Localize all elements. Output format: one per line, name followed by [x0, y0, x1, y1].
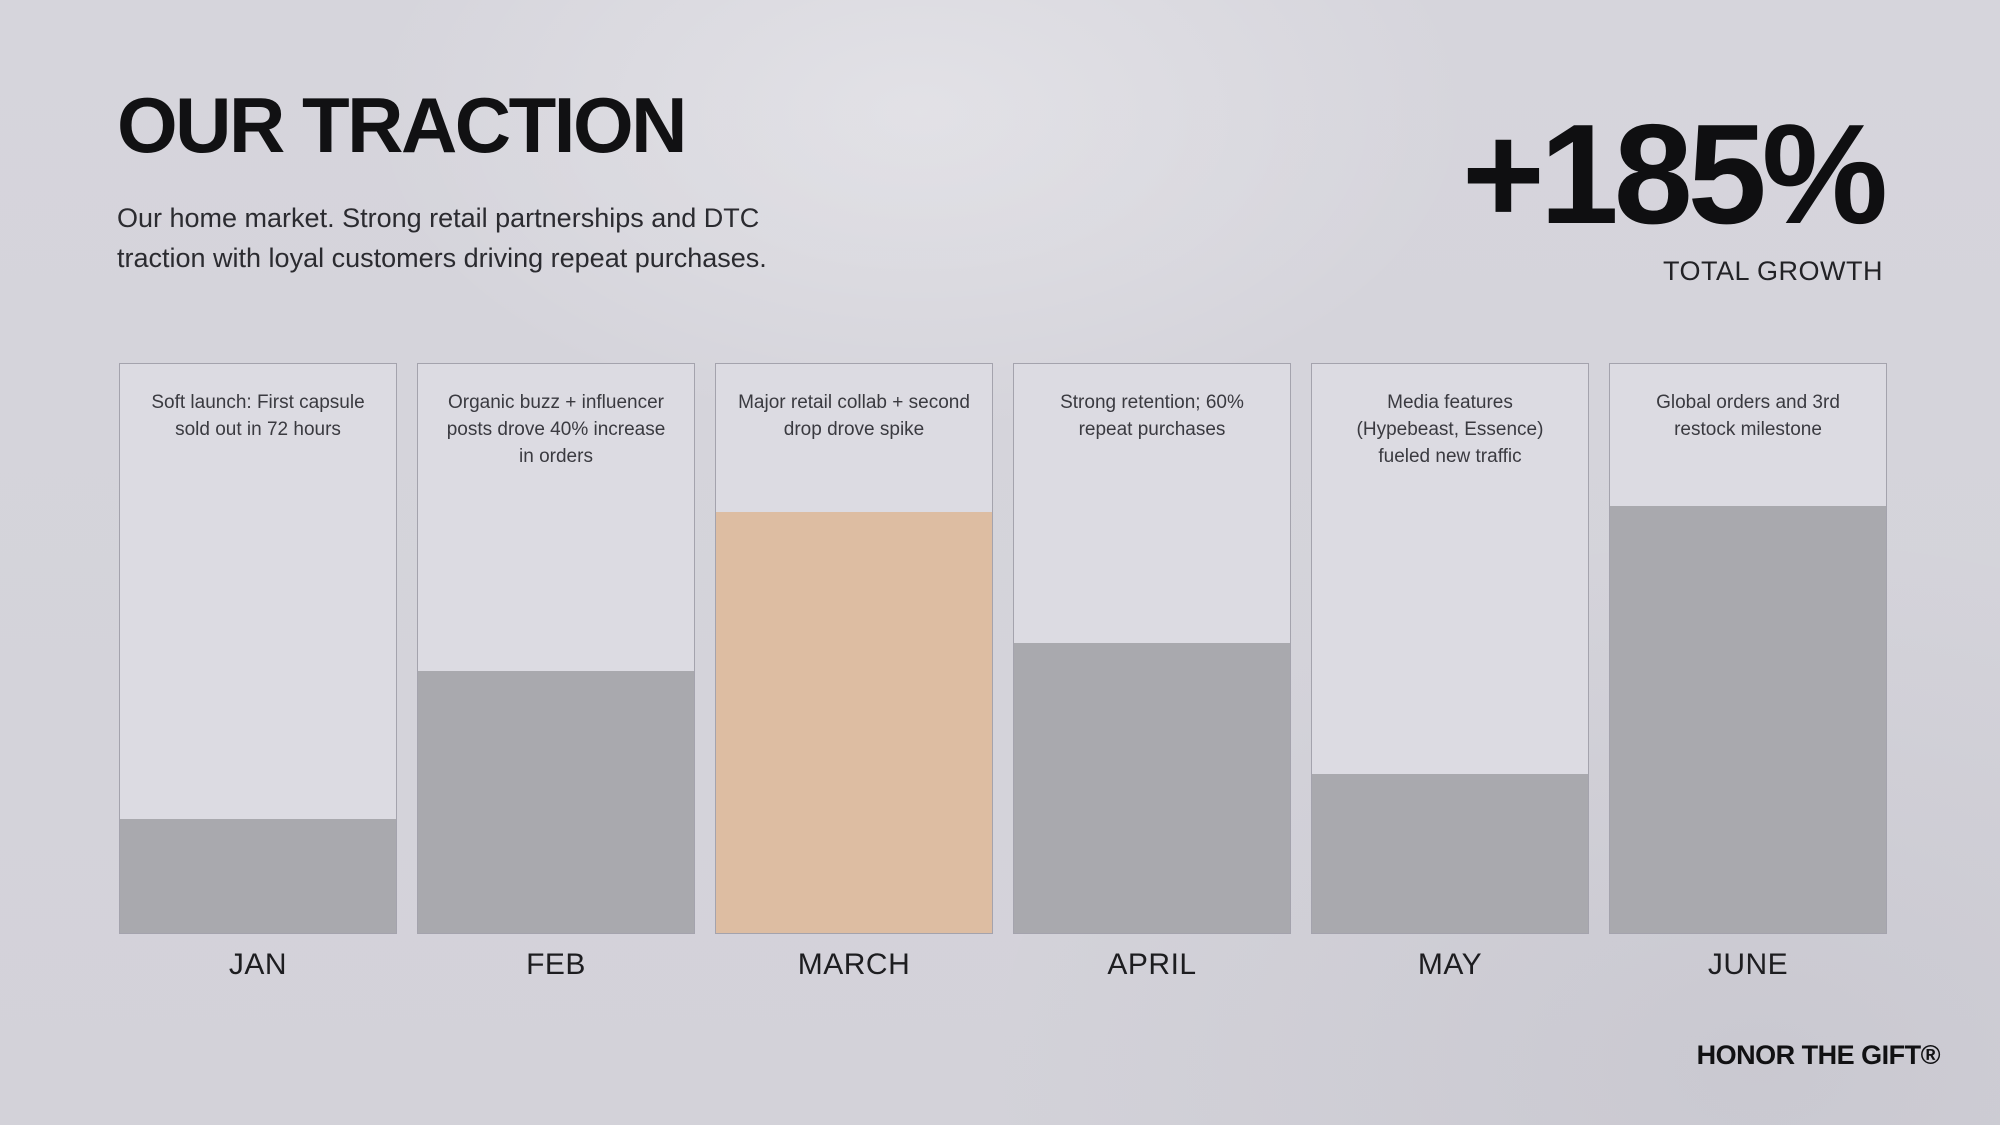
x-label-april: APRIL — [1107, 948, 1197, 981]
bar-fill — [1312, 773, 1588, 933]
x-label-feb: FEB — [526, 948, 586, 981]
growth-stat: +185% TOTAL GROWTH — [1461, 95, 1888, 287]
x-label-may: MAY — [1417, 948, 1483, 981]
bar-feb: Organic buzz + influencer posts drove 40… — [417, 363, 695, 934]
bar-fill — [1610, 506, 1886, 933]
brand-logo-text: HONOR THE GIFT® — [1696, 1040, 1941, 1070]
bar-annotation: Global orders and 3rd restock milestone — [1656, 392, 1840, 440]
growth-stat-label: TOTAL GROWTH — [1663, 256, 1883, 286]
bar-annotation: Organic buzz + influencer posts drove 40… — [446, 392, 666, 467]
bar-june: Global orders and 3rd restock milestone — [1609, 363, 1887, 934]
x-label-june: JUNE — [1707, 948, 1789, 981]
bar-jan: Soft launch: First capsule sold out in 7… — [119, 363, 397, 934]
x-label-march: MARCH — [797, 948, 911, 981]
bar-annotation: Soft launch: First capsule sold out in 7… — [151, 392, 365, 440]
bar-fill — [418, 671, 694, 933]
subtitle-line-2: traction with loyal customers driving re… — [117, 243, 767, 273]
page-title: OUR TRACTION — [117, 81, 687, 169]
bar-april: Strong retention; 60% repeat purchases — [1013, 363, 1291, 934]
bar-chart: Soft launch: First capsule sold out in 7… — [119, 363, 1887, 934]
bar-annotation: Media features (Hypebeast, Essence) fuel… — [1356, 392, 1544, 467]
x-label-jan: JAN — [228, 948, 288, 981]
bar-may: Media features (Hypebeast, Essence) fuel… — [1311, 363, 1589, 934]
x-axis-labels: JAN FEB MARCH APRIL MAY JUNE — [119, 948, 1887, 982]
bar-annotation: Major retail collab + second drop drove … — [738, 392, 970, 440]
page-subtitle: Our home market. Strong retail partnersh… — [117, 198, 767, 278]
bar-fill-highlight — [716, 511, 992, 933]
subtitle-line-1: Our home market. Strong retail partnersh… — [117, 203, 760, 233]
bar-fill — [120, 819, 396, 933]
bar-fill — [1014, 642, 1290, 933]
bar-march: Major retail collab + second drop drove … — [715, 363, 993, 934]
growth-stat-value: +185% — [1461, 95, 1888, 254]
bar-annotation: Strong retention; 60% repeat purchases — [1060, 392, 1244, 440]
header: OUR TRACTION Our home market. Strong ret… — [117, 86, 767, 278]
